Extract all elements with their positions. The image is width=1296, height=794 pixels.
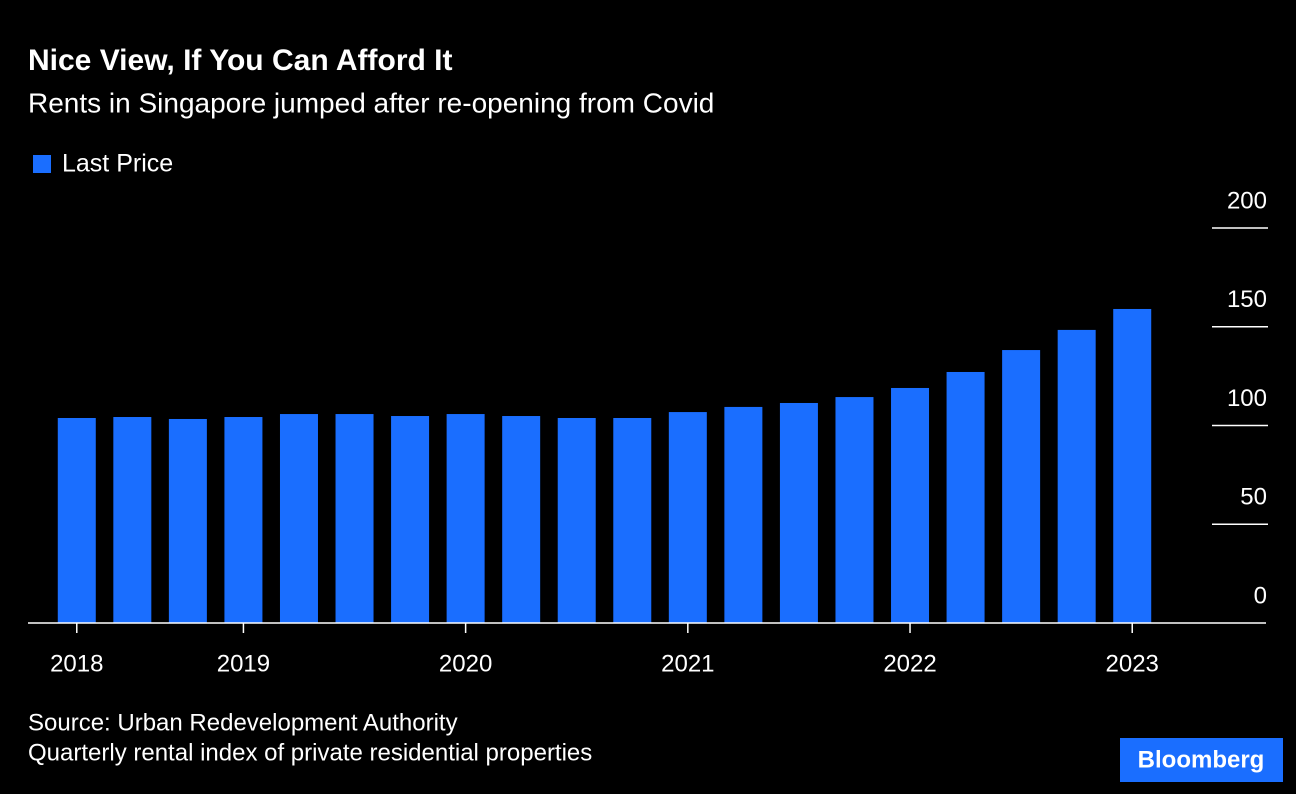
x-tick-label: 2022 [883,650,936,677]
bar [779,402,818,623]
bar [1113,308,1152,623]
x-tick-label: 2020 [439,650,492,677]
y-tick-label: 50 [1240,484,1267,511]
y-tick-label: 150 [1227,286,1267,313]
chart-subtitle: Rents in Singapore jumped after re-openi… [28,87,714,118]
x-tick-label: 2023 [1106,650,1159,677]
bar [946,371,985,623]
bar [224,417,263,623]
bar [279,414,318,623]
logo: Bloomberg [1138,746,1265,773]
bar [168,418,207,623]
bar [335,414,374,623]
bar [57,417,96,623]
bar [724,406,763,623]
y-tick-label: 200 [1227,187,1267,214]
y-tick-label: 0 [1254,582,1267,609]
x-tick-label: 2018 [50,650,103,677]
note: Quarterly rental index of private reside… [28,739,592,766]
bar [668,412,707,623]
y-tick-label: 100 [1227,385,1267,412]
x-tick-label: 2021 [661,650,714,677]
logo-box [1120,738,1283,782]
bar [502,416,541,623]
bar [1057,329,1096,623]
bar [1002,350,1041,623]
legend-swatch [33,155,51,173]
bar [891,387,930,623]
bar [835,397,874,623]
bar [113,417,152,623]
bar [613,417,652,623]
bar [557,417,596,623]
bar [446,414,485,623]
bar [391,416,430,623]
chart-title: Nice View, If You Can Afford It [28,44,453,77]
legend-label: Last Price [62,150,173,178]
x-tick-label: 2019 [217,650,270,677]
source: Source: Urban Redevelopment Authority [28,709,458,736]
